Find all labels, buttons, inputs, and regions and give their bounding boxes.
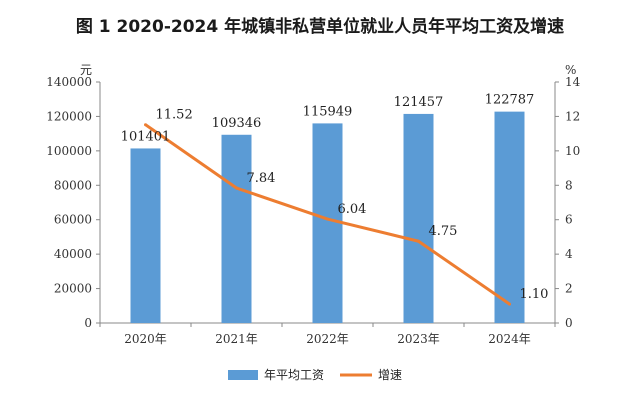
line-value-label: 4.75 [429, 224, 458, 239]
bar [312, 123, 343, 324]
left-tick-label: 0 [84, 316, 92, 330]
x-tick-label: 2020年 [124, 332, 167, 346]
line-value-label: 7.84 [247, 171, 276, 186]
left-tick-label: 20000 [54, 282, 92, 296]
right-tick-label: 2 [565, 282, 573, 296]
right-tick-label: 14 [565, 75, 581, 89]
bar [221, 134, 252, 323]
bar-value-label: 109346 [212, 116, 262, 131]
chart-title: 图 1 2020-2024 年城镇非私营单位就业人员年平均工资及增速 [75, 17, 565, 37]
legend-line-label: 增速 [378, 368, 402, 382]
left-tick-label: 100000 [46, 144, 92, 158]
right-tick-label: 12 [565, 109, 580, 123]
right-tick-label: 4 [565, 247, 573, 261]
line-point [144, 123, 147, 127]
data-labels: 101401 109346 115949 121457 122787 11.52 7.84 6… [121, 93, 549, 302]
left-axis-unit: 元 [80, 63, 92, 77]
bar-value-label: 101401 [121, 129, 171, 144]
line-point [326, 217, 329, 221]
line-point [235, 186, 238, 190]
legend-bar-swatch [228, 370, 258, 380]
left-tick-label: 140000 [46, 75, 92, 89]
x-tick-label: 2024年 [488, 332, 531, 346]
legend: 年平均工资 增速 [228, 368, 402, 382]
line-value-label: 11.52 [156, 108, 193, 123]
left-tick-label: 60000 [54, 213, 92, 227]
right-tick-label: 6 [565, 213, 573, 227]
left-tick-label: 120000 [46, 109, 92, 123]
right-tick-label: 10 [565, 144, 580, 158]
left-tick-label: 80000 [54, 178, 92, 192]
bar-series [130, 111, 525, 324]
x-tick-label: 2023年 [397, 332, 440, 346]
bar [403, 113, 434, 324]
left-tick-label: 40000 [54, 247, 92, 261]
line-point [508, 302, 511, 306]
right-tick-label: 0 [565, 316, 573, 330]
axes: 0 20000 40000 60000 80000 100000 120000 140000 0… [46, 75, 580, 346]
right-axis-unit: % [565, 63, 576, 77]
bar-value-label: 122787 [485, 93, 535, 108]
bar-value-label: 115949 [303, 104, 353, 119]
line-value-label: 1.10 [520, 287, 549, 302]
bar [130, 148, 161, 323]
bar [494, 111, 525, 323]
x-tick-label: 2022年 [306, 332, 349, 346]
line-point [417, 239, 420, 243]
bar-value-label: 121457 [394, 95, 444, 110]
right-tick-label: 8 [565, 178, 573, 192]
line-value-label: 6.04 [338, 202, 367, 217]
x-tick-label: 2021年 [215, 332, 258, 346]
line-series [144, 123, 511, 306]
legend-bar-label: 年平均工资 [264, 368, 324, 382]
